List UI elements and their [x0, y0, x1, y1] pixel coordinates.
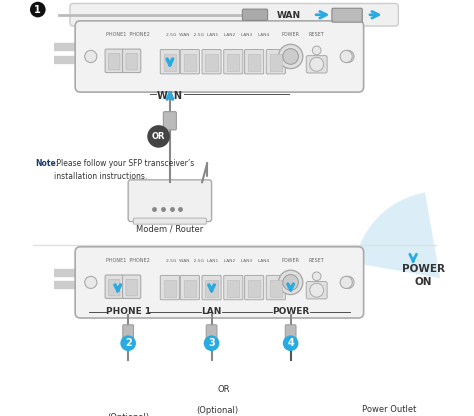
FancyBboxPatch shape	[182, 381, 206, 397]
Circle shape	[340, 50, 352, 62]
FancyBboxPatch shape	[224, 275, 243, 300]
FancyBboxPatch shape	[248, 280, 260, 297]
FancyBboxPatch shape	[206, 54, 218, 71]
FancyBboxPatch shape	[122, 275, 141, 298]
Text: PHONE1  PHONE2: PHONE1 PHONE2	[106, 258, 150, 263]
Circle shape	[310, 57, 324, 71]
Text: Modem / Router: Modem / Router	[136, 225, 203, 234]
Wedge shape	[355, 193, 440, 278]
FancyBboxPatch shape	[123, 325, 134, 341]
FancyBboxPatch shape	[180, 50, 200, 74]
Circle shape	[310, 283, 324, 297]
Text: WAN: WAN	[157, 91, 183, 101]
FancyBboxPatch shape	[180, 275, 200, 300]
FancyBboxPatch shape	[392, 372, 399, 382]
FancyBboxPatch shape	[202, 50, 221, 74]
FancyBboxPatch shape	[117, 372, 139, 376]
FancyBboxPatch shape	[202, 275, 221, 300]
FancyBboxPatch shape	[270, 54, 282, 71]
Circle shape	[147, 125, 170, 148]
Text: OR: OR	[218, 385, 230, 394]
FancyBboxPatch shape	[245, 275, 264, 300]
FancyBboxPatch shape	[164, 280, 176, 297]
Text: OR: OR	[152, 132, 165, 141]
FancyBboxPatch shape	[178, 376, 211, 402]
Text: POWER: POWER	[282, 258, 300, 263]
Text: 4: 4	[287, 338, 294, 348]
FancyBboxPatch shape	[224, 50, 243, 74]
Circle shape	[340, 276, 352, 288]
Text: PHONE 1: PHONE 1	[106, 307, 151, 317]
Circle shape	[204, 335, 219, 351]
Text: Note:: Note:	[35, 159, 59, 168]
Circle shape	[120, 335, 136, 351]
Circle shape	[283, 49, 299, 64]
Circle shape	[342, 50, 354, 62]
FancyBboxPatch shape	[306, 282, 327, 299]
FancyBboxPatch shape	[133, 218, 206, 224]
FancyBboxPatch shape	[164, 111, 176, 130]
Circle shape	[85, 50, 97, 62]
FancyBboxPatch shape	[109, 53, 120, 70]
Text: 2.5G  WAN   2.5G  LAN1    LAN2    LAN3    LAN4: 2.5G WAN 2.5G LAN1 LAN2 LAN3 LAN4	[166, 33, 269, 37]
FancyBboxPatch shape	[109, 279, 120, 296]
FancyBboxPatch shape	[270, 280, 282, 297]
FancyBboxPatch shape	[184, 280, 196, 297]
Circle shape	[278, 270, 303, 295]
Text: WAN: WAN	[277, 11, 301, 20]
FancyBboxPatch shape	[105, 49, 123, 72]
Circle shape	[278, 45, 303, 69]
FancyBboxPatch shape	[306, 56, 327, 73]
FancyBboxPatch shape	[126, 53, 137, 70]
Text: Power Outlet: Power Outlet	[362, 405, 416, 414]
FancyBboxPatch shape	[206, 280, 218, 297]
FancyBboxPatch shape	[242, 9, 268, 20]
FancyBboxPatch shape	[164, 54, 176, 71]
Circle shape	[312, 46, 321, 55]
FancyBboxPatch shape	[126, 279, 137, 296]
FancyBboxPatch shape	[160, 275, 180, 300]
FancyBboxPatch shape	[227, 280, 239, 297]
Circle shape	[30, 2, 46, 17]
Circle shape	[342, 276, 354, 288]
Circle shape	[85, 276, 97, 288]
FancyBboxPatch shape	[245, 50, 264, 74]
Circle shape	[283, 335, 299, 351]
FancyBboxPatch shape	[75, 21, 364, 92]
FancyBboxPatch shape	[122, 49, 141, 72]
Text: (Optional): (Optional)	[107, 414, 149, 416]
FancyBboxPatch shape	[225, 375, 257, 403]
Circle shape	[370, 366, 408, 404]
Circle shape	[312, 272, 321, 281]
Text: 2: 2	[125, 338, 131, 348]
FancyBboxPatch shape	[379, 372, 386, 382]
FancyBboxPatch shape	[248, 54, 260, 71]
FancyBboxPatch shape	[75, 247, 364, 318]
FancyBboxPatch shape	[206, 325, 217, 341]
Text: POWER: POWER	[272, 307, 309, 317]
FancyBboxPatch shape	[266, 275, 285, 300]
FancyBboxPatch shape	[285, 325, 296, 341]
Text: 3: 3	[208, 338, 215, 348]
Text: 1: 1	[35, 5, 41, 15]
Text: PHONE1  PHONE2: PHONE1 PHONE2	[106, 32, 150, 37]
FancyBboxPatch shape	[105, 275, 123, 298]
Text: RESET: RESET	[309, 32, 325, 37]
Text: POWER
ON: POWER ON	[402, 264, 445, 287]
Text: POWER: POWER	[282, 32, 300, 37]
FancyBboxPatch shape	[266, 50, 285, 74]
Text: Please follow your SFP transceiver’s
installation instructions.: Please follow your SFP transceiver’s ins…	[55, 159, 194, 181]
FancyBboxPatch shape	[227, 54, 239, 71]
Text: (Optional): (Optional)	[197, 406, 239, 416]
FancyBboxPatch shape	[160, 50, 180, 74]
FancyBboxPatch shape	[111, 367, 146, 411]
FancyBboxPatch shape	[332, 8, 362, 22]
Text: RESET: RESET	[309, 258, 325, 263]
Circle shape	[283, 275, 299, 290]
FancyBboxPatch shape	[184, 54, 196, 71]
Text: 2.5G  WAN   2.5G  LAN1    LAN2    LAN3    LAN4: 2.5G WAN 2.5G LAN1 LAN2 LAN3 LAN4	[166, 259, 269, 262]
Text: LAN: LAN	[201, 307, 222, 317]
FancyBboxPatch shape	[128, 180, 211, 222]
FancyBboxPatch shape	[70, 3, 398, 26]
